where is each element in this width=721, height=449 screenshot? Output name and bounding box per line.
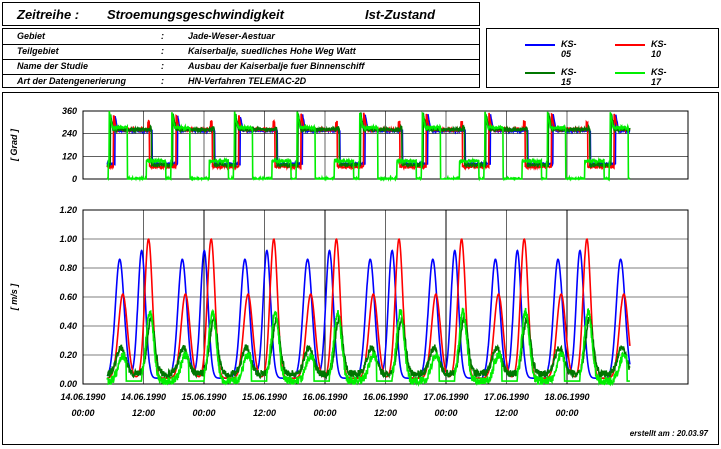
x-tick-label-time: 12:00: [253, 408, 276, 418]
series-line-dir-ks-10: [106, 112, 631, 171]
plot-area: 0 120 240 360 [ Grad ] 0.00 0.20 0.40 0.60 0.80 1.…: [2, 92, 719, 445]
y-tick-label: 0.20: [59, 350, 77, 360]
x-tick-label: 15.06.1990: [242, 392, 287, 402]
legend-swatch: [615, 72, 645, 74]
x-tick-label: 16.06.1990: [363, 392, 408, 402]
meta-value: HN-Verfahren TELEMAC-2D: [188, 76, 307, 86]
x-tick-label-time: 00:00: [555, 408, 578, 418]
x-tick-label: 17.06.1990: [484, 392, 529, 402]
x-tick-label-time: 12:00: [374, 408, 397, 418]
x-tick-label: 17.06.1990: [423, 392, 468, 402]
y-tick-label: 240: [61, 129, 77, 139]
meta-sep: :: [161, 31, 164, 41]
meta-sep: :: [161, 61, 164, 71]
x-tick-label-time: 12:00: [495, 408, 518, 418]
meta-value: Ausbau der Kaiserbalje fuer Binnenschiff: [188, 61, 365, 71]
legend-label: KS-17: [651, 67, 667, 87]
meta-key: Teilgebiet: [17, 46, 59, 56]
chart-header: Zeitreihe : Stroemungsgeschwindigkeit Is…: [2, 2, 480, 26]
meta-sep: :: [161, 46, 164, 56]
series-line-dir-ks-17: [106, 110, 631, 183]
meta-key: Art der Datengenerierung: [17, 76, 127, 86]
meta-row: Teilgebiet : Kaiserbalje, suedliches Hoh…: [3, 44, 479, 60]
velocity-panel: 0.00 0.20 0.40 0.60 0.80 1.00 1.20 [ m/s ] 14.06…: [9, 205, 689, 418]
y-tick-label: 0.00: [59, 379, 77, 389]
y-tick-label: 0.80: [59, 263, 77, 273]
y-tick-label: 1.00: [59, 234, 77, 244]
y-tick-label: 0: [72, 174, 77, 184]
metadata-table: Gebiet : Jade-Weser-Aestuar Teilgebiet :…: [2, 28, 480, 88]
plots-svg: 0 120 240 360 [ Grad ] 0.00 0.20 0.40 0.60 0.80 1.…: [9, 106, 689, 418]
legend-label: KS-05: [561, 39, 577, 59]
legend-swatch: [615, 44, 645, 46]
x-tick-label-time: 00:00: [192, 408, 215, 418]
meta-value: Jade-Weser-Aestuar: [188, 31, 275, 41]
y-tick-label: 0.40: [59, 321, 77, 331]
header-label: Zeitreihe :: [17, 7, 80, 22]
x-tick-label-time: 12:00: [132, 408, 155, 418]
legend-label: KS-10: [651, 39, 667, 59]
x-tick-label: 14.06.1990: [60, 392, 105, 402]
x-tick-label: 18.06.1990: [544, 392, 589, 402]
x-tick-label: 16.06.1990: [302, 392, 347, 402]
series-line-vel-ks-15: [106, 315, 631, 381]
meta-row: Name der Studie : Ausbau der Kaiserbalje…: [3, 59, 479, 75]
header-state: Ist-Zustand: [365, 7, 436, 22]
credit-note: erstellt am : 20.03.97: [629, 429, 708, 438]
x-tick-label: 15.06.1990: [181, 392, 226, 402]
y-axis-label: [ m/s ]: [9, 283, 19, 312]
y-axis-label: [ Grad ]: [9, 128, 19, 162]
meta-row: Gebiet : Jade-Weser-Aestuar: [3, 29, 479, 45]
x-tick-label-time: 00:00: [434, 408, 457, 418]
meta-key: Gebiet: [17, 31, 46, 41]
legend-swatch: [525, 72, 555, 74]
x-tick-label: 14.06.1990: [121, 392, 166, 402]
meta-value: Kaiserbalje, suedliches Hohe Weg Watt: [188, 46, 356, 56]
meta-row: Art der Datengenerierung : HN-Verfahren …: [3, 74, 479, 89]
meta-sep: :: [161, 76, 164, 86]
x-tick-label-time: 00:00: [71, 408, 94, 418]
direction-panel: 0 120 240 360 [ Grad ]: [9, 106, 689, 184]
header-quantity: Stroemungsgeschwindigkeit: [107, 7, 284, 22]
legend-label: KS-15: [561, 67, 577, 87]
legend-swatch: [525, 44, 555, 46]
meta-key: Name der Studie: [17, 61, 89, 71]
legend: KS-05 KS-10 KS-15 KS-17: [486, 28, 719, 88]
y-tick-label: 120: [62, 151, 77, 161]
x-tick-label-time: 00:00: [313, 408, 336, 418]
y-tick-label: 360: [62, 106, 77, 116]
y-tick-label: 0.60: [59, 292, 77, 302]
series-line-vel-ks-17: [106, 307, 630, 388]
y-tick-label: 1.20: [59, 205, 77, 215]
